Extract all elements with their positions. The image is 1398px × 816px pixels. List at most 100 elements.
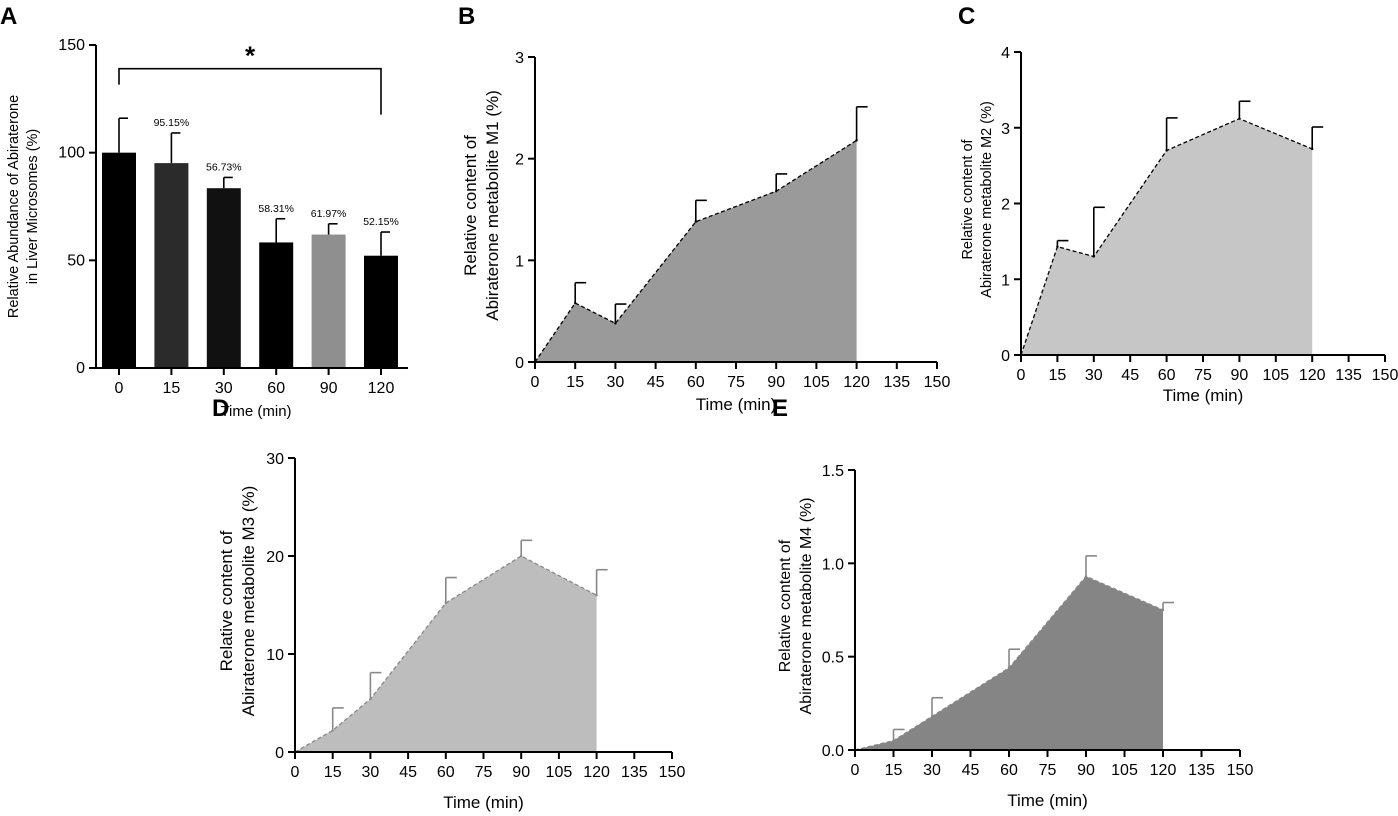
panel-a-bar-chart: A 95.15% 56.73% 58.31% 61.97% 52.15% * 0 50 100 15… [0, 3, 408, 420]
x-tick-label: 120 [368, 380, 395, 397]
x-tick-label: 15 [324, 764, 342, 781]
x-tick-label: 105 [546, 764, 573, 781]
panel-letter: E [772, 395, 788, 422]
x-tick-label: 0 [1017, 367, 1026, 384]
y-axis-title-line: Abiraterone metabolite M2 (%) [979, 101, 995, 298]
y-axis-title-line: Abiraterone metabolite M1 (%) [483, 90, 502, 321]
y-tick-label: 1 [515, 253, 524, 270]
y-tick-label: 150 [58, 37, 85, 54]
significance-star: * [245, 41, 256, 71]
bar-data-label: 95.15% [154, 117, 190, 129]
area-fill [295, 556, 597, 752]
y-tick-label: 1.0 [822, 556, 844, 573]
y-tick-label: 0.0 [822, 743, 844, 760]
area-fill [1021, 118, 1313, 355]
y-tick-label: 0 [515, 355, 524, 372]
bar-data-label: 56.73% [206, 161, 242, 173]
area-fill [855, 576, 1163, 750]
x-tick-label: 15 [163, 380, 181, 397]
x-tick-label: 75 [1039, 762, 1057, 779]
bar-60 [259, 242, 294, 368]
x-axis-title: Time (min) [1007, 791, 1088, 810]
y-tick-label: 30 [266, 451, 284, 468]
x-tick-label: 150 [659, 764, 686, 781]
x-tick-label: 150 [924, 374, 951, 391]
x-tick-label: 45 [962, 762, 980, 779]
panel-c-area-chart: C 0 1 2 3 4 0 15 30 45 60 75 90 105 120 135 150 Time (min… [958, 3, 1398, 405]
panel-letter: D [212, 395, 229, 422]
bar-90 [311, 234, 346, 368]
bar-data-label: 58.31% [258, 203, 294, 215]
x-tick-label: 90 [1077, 762, 1095, 779]
x-tick-label: 135 [1335, 367, 1362, 384]
series-line [854, 575, 1164, 751]
y-axis-title-line: Abiraterone metabolite M3 (%) [239, 486, 258, 717]
y-tick-label: 0 [275, 745, 284, 762]
series-line [534, 139, 857, 363]
x-tick-label: 120 [1299, 367, 1326, 384]
y-axis-title-line: Relative content of [217, 530, 236, 671]
x-tick-label: 105 [803, 374, 830, 391]
y-tick-label: 3 [1001, 121, 1010, 138]
bar-15 [154, 163, 189, 368]
x-tick-label: 45 [399, 764, 417, 781]
panel-letter: C [958, 3, 975, 30]
y-axis-title: Relative content of Abiraterone metabolit… [960, 101, 995, 298]
x-tick-label: 0 [531, 374, 540, 391]
x-tick-label: 150 [1227, 762, 1254, 779]
x-axis-title: Time (min) [443, 793, 524, 812]
y-tick-label: 2 [515, 152, 524, 169]
x-tick-label: 90 [767, 374, 785, 391]
x-tick-label: 15 [885, 762, 903, 779]
x-tick-label: 120 [1150, 762, 1177, 779]
y-axis-title: Relative Abundance of Abiraterone in Live… [6, 95, 41, 318]
x-tick-label: 135 [621, 764, 648, 781]
y-tick-label: 50 [67, 252, 85, 269]
x-tick-label: 60 [1158, 367, 1176, 384]
x-tick-label: 30 [607, 374, 625, 391]
y-axis-title-line: Relative content of [960, 138, 976, 259]
x-tick-label: 30 [923, 762, 941, 779]
y-tick-label: 4 [1001, 45, 1010, 62]
y-tick-label: 0.5 [822, 650, 844, 667]
x-tick-label: 0 [851, 762, 860, 779]
x-tick-label: 90 [1231, 367, 1249, 384]
x-tick-label: 75 [475, 764, 493, 781]
y-axis-title: Relative content of Abiraterone metabolit… [461, 90, 502, 321]
series-line [1020, 117, 1313, 356]
panel-letter: B [458, 3, 475, 30]
x-tick-label: 105 [1262, 367, 1289, 384]
x-tick-label: 60 [1000, 762, 1018, 779]
y-tick-label: 20 [266, 549, 284, 566]
x-tick-label: 15 [566, 374, 584, 391]
x-tick-label: 60 [687, 374, 705, 391]
x-tick-label: 105 [1111, 762, 1138, 779]
x-tick-label: 45 [1121, 367, 1139, 384]
y-axis-title: Relative content of Abiraterone metabolit… [217, 486, 258, 717]
significance-bracket [118, 67, 382, 115]
x-tick-label: 60 [437, 764, 455, 781]
x-tick-label: 75 [727, 374, 745, 391]
x-tick-label: 75 [1194, 367, 1212, 384]
x-tick-label: 0 [115, 380, 124, 397]
y-tick-label: 2 [1001, 197, 1010, 214]
x-tick-label: 90 [512, 764, 530, 781]
x-axis-title: Time (min) [696, 395, 777, 414]
y-tick-label: 0 [76, 360, 85, 377]
bar-0 [102, 152, 136, 368]
y-axis-title-line: in Liver Microsomes (%) [25, 129, 41, 285]
x-tick-label: 135 [1188, 762, 1215, 779]
y-tick-label: 1 [1001, 272, 1010, 289]
x-tick-label: 90 [320, 380, 338, 397]
x-tick-label: 60 [267, 380, 285, 397]
x-tick-label: 120 [583, 764, 610, 781]
y-tick-label: 1.5 [822, 463, 844, 480]
bar-30 [206, 188, 241, 368]
y-axis-title: Relative content of Abiraterone metabolit… [777, 498, 815, 715]
x-axis-title: Time (min) [220, 403, 291, 420]
x-tick-label: 30 [1085, 367, 1103, 384]
y-tick-label: 3 [515, 50, 524, 67]
y-axis-title-line: Relative content of [777, 539, 794, 672]
